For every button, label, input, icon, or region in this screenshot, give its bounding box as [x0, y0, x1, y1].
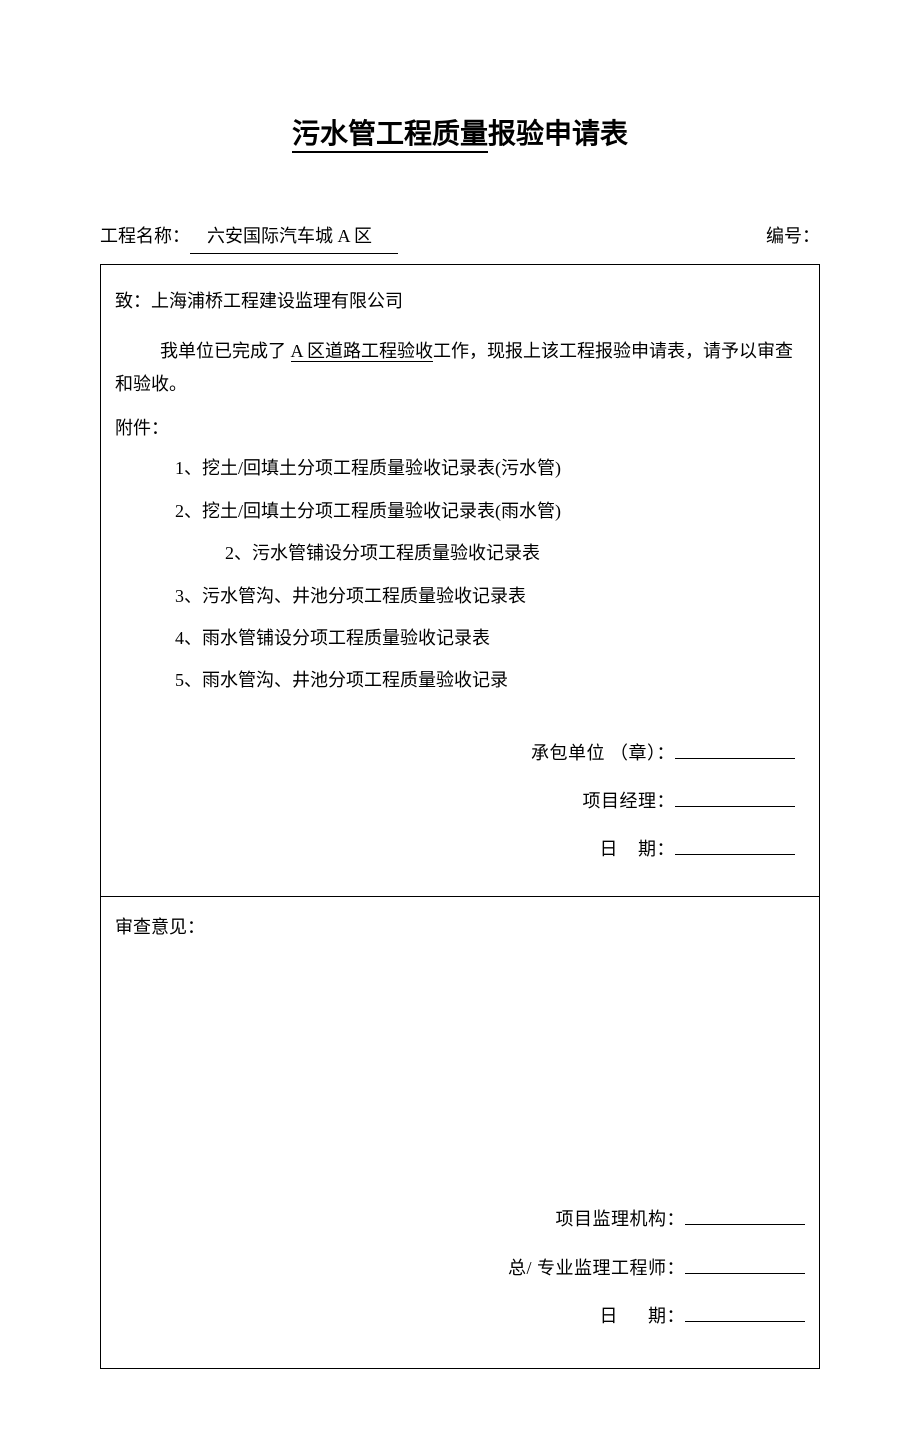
review-label: 审查意见： — [115, 911, 805, 943]
title-rest-part: 报验申请表 — [488, 119, 628, 150]
date-sig-line: 日 期： — [115, 833, 795, 865]
attachment-item: 2、挖土/回填土分项工程质量验收记录表(雨水管) — [175, 495, 805, 527]
contractor-sig-line: 承包单位 （章）： — [115, 737, 795, 769]
agency-blank — [685, 1224, 805, 1225]
attachment-item: 4、雨水管铺设分项工程质量验收记录表 — [175, 622, 805, 654]
contractor-blank — [675, 758, 795, 759]
date-blank — [675, 854, 795, 855]
pm-label: 项目经理： — [583, 791, 676, 811]
project-name-label: 工程名称： — [100, 220, 190, 252]
attachment-item: 3、污水管沟、井池分项工程质量验收记录表 — [175, 580, 805, 612]
number-field: 编号： — [766, 220, 820, 253]
engineer-sig-line: 总/ 专业监理工程师： — [115, 1252, 805, 1284]
project-name-field: 工程名称： 六安国际汽车城 A 区 — [100, 220, 398, 253]
agency-sig-line: 项目监理机构： — [115, 1203, 805, 1235]
signature-block-bottom: 项目监理机构： 总/ 专业监理工程师： 日 期： — [115, 1203, 805, 1332]
project-name-value: 六安国际汽车城 A 区 — [190, 220, 398, 253]
engineer-label: 总/ 专业监理工程师： — [508, 1258, 685, 1278]
title-underlined-part: 污水管工程质量 — [292, 119, 488, 153]
header-row: 工程名称： 六安国际汽车城 A 区 编号： — [100, 220, 820, 253]
body-underlined: A 区道路工程验收 — [291, 341, 434, 362]
section-top: 致：上海浦桥工程建设监理有限公司 我单位已完成了 A 区道路工程验收工作，现报上… — [101, 265, 819, 897]
agency-label: 项目监理机构： — [556, 1209, 686, 1229]
body-line: 我单位已完成了 A 区道路工程验收工作，现报上该工程报验申请表，请予以审查和验收… — [115, 335, 805, 400]
engineer-blank — [685, 1273, 805, 1274]
form-box: 致：上海浦桥工程建设监理有限公司 我单位已完成了 A 区道路工程验收工作，现报上… — [100, 264, 820, 1370]
date-label: 日 期： — [600, 839, 676, 859]
date-sig-line-bottom: 日 期： — [115, 1300, 805, 1332]
attachment-item: 1、挖土/回填土分项工程质量验收记录表(污水管) — [175, 452, 805, 484]
attachments-list: 1、挖土/回填土分项工程质量验收记录表(污水管) 2、挖土/回填土分项工程质量验… — [115, 452, 805, 696]
attachments-label: 附件： — [115, 412, 805, 444]
pm-blank — [675, 806, 795, 807]
body-prefix: 我单位已完成了 — [160, 341, 291, 361]
page-container: 污水管工程质量报验申请表 工程名称： 六安国际汽车城 A 区 编号： 致：上海浦… — [0, 0, 920, 1429]
attachment-item-indented: 2、污水管铺设分项工程质量验收记录表 — [175, 537, 805, 569]
contractor-label: 承包单位 （章）： — [531, 743, 675, 763]
attachment-item: 5、雨水管沟、井池分项工程质量验收记录 — [175, 664, 805, 696]
signature-block-top: 承包单位 （章）： 项目经理： 日 期： — [115, 737, 805, 866]
document-title: 污水管工程质量报验申请表 — [100, 110, 820, 160]
date-label-bottom: 日 期： — [600, 1306, 686, 1326]
number-label: 编号： — [766, 226, 820, 246]
pm-sig-line: 项目经理： — [115, 785, 795, 817]
date-blank-bottom — [685, 1321, 805, 1322]
to-line: 致：上海浦桥工程建设监理有限公司 — [115, 285, 805, 317]
section-bottom: 审查意见： 项目监理机构： 总/ 专业监理工程师： 日 期： — [101, 897, 819, 1369]
